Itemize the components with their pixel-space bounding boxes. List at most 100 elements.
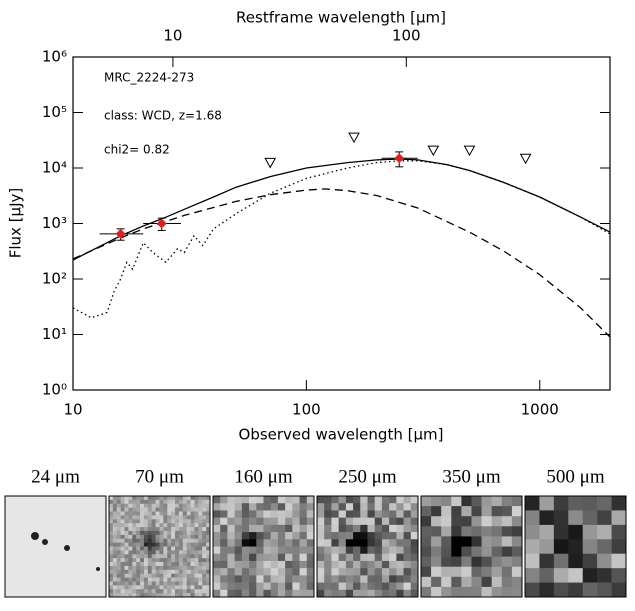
cutout-pixel xyxy=(461,526,472,537)
cutout-pixel xyxy=(213,517,221,526)
cutout-pixel xyxy=(471,496,482,507)
cutout-pixel xyxy=(611,524,627,540)
cutout-pixel xyxy=(163,538,168,543)
cutout-pixel xyxy=(292,568,300,576)
cutout-pixel xyxy=(132,538,137,543)
cutout-pixel xyxy=(116,562,121,567)
cutout-pixel xyxy=(163,499,168,505)
cutout-pixel xyxy=(249,582,257,591)
cutout-pixel xyxy=(143,527,149,532)
cutout-pixel xyxy=(471,556,482,567)
cutout-pixel xyxy=(171,593,176,598)
cutout-pixel xyxy=(186,577,191,582)
cutout-pixel xyxy=(186,503,191,508)
cutout-pixel xyxy=(163,585,168,590)
cutout-frame xyxy=(420,495,523,598)
cutout-pixel xyxy=(396,589,404,598)
cutout-pixel xyxy=(159,542,164,547)
cutout-pixel xyxy=(539,568,555,583)
cutout-pixel xyxy=(171,573,176,578)
model-curve xyxy=(72,188,611,338)
cutout-pixel xyxy=(136,527,141,532)
cutout-pixel xyxy=(431,526,442,537)
cutout-pixel xyxy=(461,546,472,557)
cutout-pixel xyxy=(128,581,133,586)
cutout-pixel xyxy=(116,527,121,532)
cutout-pixel xyxy=(120,550,125,555)
cutout-pixel xyxy=(151,554,156,559)
cutout-pixel xyxy=(178,530,184,536)
cutout-pixel xyxy=(481,516,492,527)
cutout-pixel xyxy=(198,585,203,590)
cutout-pixel xyxy=(374,532,383,540)
cutout-pixel xyxy=(194,511,199,516)
cutout-pixel xyxy=(324,589,332,598)
cutout-pixel xyxy=(147,562,153,567)
cutout-pixel xyxy=(175,558,180,563)
cutout-pixel xyxy=(410,510,419,518)
cutout-pixel xyxy=(345,524,354,533)
cutout-pixel xyxy=(167,511,172,516)
cutout-pixel xyxy=(128,593,133,598)
cutout-pixel xyxy=(143,538,149,543)
cutout-pixel xyxy=(198,546,203,551)
cutout-pixel xyxy=(190,593,195,598)
cutout-pixel xyxy=(381,510,390,518)
cutout-pixel xyxy=(116,530,121,536)
cutout-pixel xyxy=(481,496,492,507)
cutout-pixel xyxy=(249,510,257,518)
cutout-pixel xyxy=(147,550,153,555)
cutout-pixel xyxy=(256,517,264,526)
cutout-pixel xyxy=(190,589,195,594)
cutout-pixel xyxy=(112,542,118,547)
cutout-pixel xyxy=(186,530,191,536)
cutout-pixel xyxy=(396,539,404,547)
cutout-pixel xyxy=(109,546,114,551)
cutout-pixel xyxy=(159,573,164,578)
cutout-pixel xyxy=(206,527,211,532)
cutout-pixel xyxy=(136,519,141,524)
cutout-pixel xyxy=(374,503,383,511)
cutout-pixel xyxy=(163,527,168,532)
cutout-pixel xyxy=(511,576,523,588)
cutout-pixel xyxy=(190,577,195,582)
cutout-pixel xyxy=(116,546,121,551)
cutout-pixel xyxy=(132,569,137,574)
x-tick-label: 100 xyxy=(292,401,321,419)
cutout-pixel xyxy=(147,593,153,598)
cutout-pixel xyxy=(324,517,332,526)
cutout-pixel xyxy=(198,589,203,594)
cutout-pixel xyxy=(109,523,114,528)
cutout-pixel xyxy=(206,538,211,543)
cutout-pixel xyxy=(491,586,503,598)
cutout-pixel xyxy=(220,510,228,518)
cutout-pixel xyxy=(324,524,332,533)
cutout-pixel xyxy=(202,546,207,551)
cutout-pixel xyxy=(441,566,452,578)
cutout-pixel xyxy=(112,593,118,598)
cutout-pixel xyxy=(421,496,432,507)
cutout-pixel xyxy=(263,524,272,533)
cutout-pixel xyxy=(155,527,160,532)
cutout-pixel xyxy=(143,542,149,547)
cutout-pixel xyxy=(511,506,523,517)
cutout-pixel xyxy=(263,568,272,576)
cutout-pixel xyxy=(360,539,368,547)
cutout-pixel xyxy=(227,575,235,583)
cutout-pixel xyxy=(270,517,279,526)
cutout-pixel xyxy=(597,524,612,540)
cutout-pixel xyxy=(202,542,207,547)
cutout-pixel xyxy=(285,560,293,569)
cutout-pixel xyxy=(175,496,180,501)
cutout-pixel xyxy=(159,496,164,501)
cutout-pixel xyxy=(206,542,211,547)
cutout-pixel xyxy=(147,573,153,578)
cutout-pixel xyxy=(277,546,286,555)
cutout-pixel xyxy=(124,503,129,508)
cutout-pixel xyxy=(132,515,137,520)
cutout-pixel xyxy=(324,546,332,555)
cutout-pixel xyxy=(167,546,172,551)
cutout-pixel xyxy=(140,550,145,555)
cutout-pixel xyxy=(611,582,627,598)
cutout-pixel xyxy=(317,517,325,526)
